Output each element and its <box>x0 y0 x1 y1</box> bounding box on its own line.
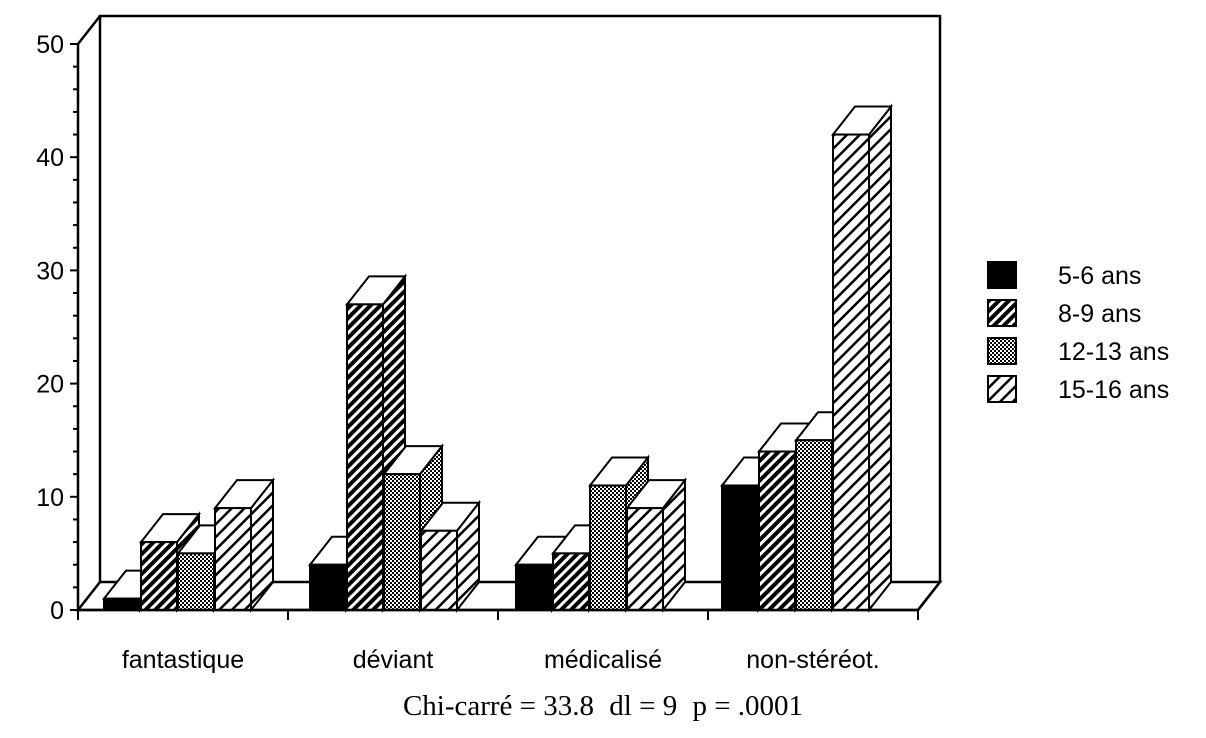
bar-front <box>309 563 347 611</box>
x-category-label: déviant <box>353 646 434 674</box>
bar <box>212 477 276 613</box>
legend-item: 5-6 ans <box>987 261 1141 290</box>
floor-right-edge <box>917 581 941 611</box>
x-category-label: fantastique <box>122 646 244 674</box>
legend-swatch <box>987 375 1017 403</box>
y-tick-label: 10 <box>36 484 64 512</box>
legend-item: 15-16 ans <box>987 375 1169 404</box>
legend-swatch <box>987 337 1017 365</box>
statistics-footnote: Chi-carré = 33.8 dl = 9 p = .0001 <box>0 690 1206 723</box>
legend-swatch <box>987 261 1017 289</box>
bar-front <box>515 563 553 611</box>
wall-edge-top-left <box>77 15 101 45</box>
p-value-text: p = .0001 <box>692 690 804 722</box>
legend-label: 8-9 ans <box>1058 300 1141 328</box>
legend-label: 5-6 ans <box>1058 262 1141 290</box>
bar <box>418 499 482 613</box>
bar-front <box>795 439 833 612</box>
bar-front <box>177 552 215 612</box>
bar-front <box>589 484 627 612</box>
bar <box>624 477 688 613</box>
bar-front <box>346 303 384 611</box>
x-category-label: médicalisé <box>544 646 662 674</box>
axes-group: 0 10 20 30 40 50 fantastique déviant médicalisé n… <box>36 31 941 674</box>
y-tick-label: 50 <box>36 31 64 59</box>
legend-label: 12-13 ans <box>1058 338 1169 366</box>
x-category-label: non-stéréot. <box>746 646 879 674</box>
bar-side <box>868 103 892 613</box>
back-wall <box>98 14 942 582</box>
bar <box>830 103 894 613</box>
legend-label: 15-16 ans <box>1058 376 1169 404</box>
y-tick-label: 40 <box>36 144 64 172</box>
bar-front <box>721 484 759 612</box>
bar-front <box>832 133 870 611</box>
bar-chart: 0 10 20 30 40 50 fantastique déviant médicalisé n… <box>36 14 1169 674</box>
chi-square-text: Chi-carré = 33.8 <box>402 690 595 722</box>
bar-front <box>758 450 796 611</box>
bar-front <box>420 529 458 612</box>
y-tick-label: 20 <box>36 371 64 399</box>
legend-swatch <box>987 299 1017 327</box>
y-tick-label: 0 <box>50 597 64 625</box>
bar-front <box>383 473 421 611</box>
bars-group <box>101 103 894 613</box>
legend: 5-6 ans 8-9 ans 12-13 ans 15-16 ans <box>987 261 1169 404</box>
bar-front <box>140 541 178 612</box>
bar-front <box>103 597 141 611</box>
bar-front <box>552 552 590 612</box>
df-text: dl = 9 <box>609 690 678 722</box>
bar-front <box>214 507 252 611</box>
y-tick-label: 30 <box>36 257 64 285</box>
legend-item: 8-9 ans <box>987 299 1141 328</box>
legend-item: 12-13 ans <box>987 337 1169 366</box>
bar-front <box>626 507 664 611</box>
